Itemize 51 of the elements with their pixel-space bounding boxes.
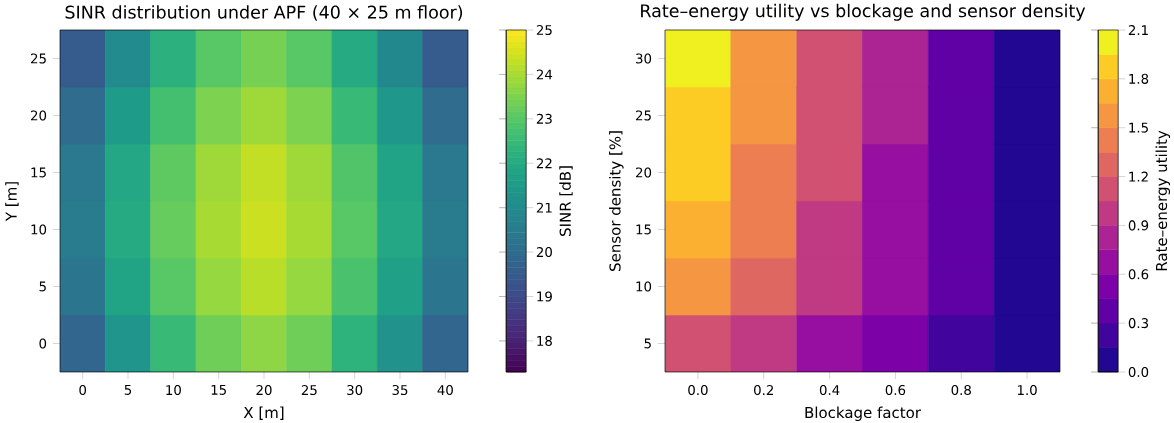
y-tick-label: 20 (636, 167, 652, 178)
x-tick-label: 25 (301, 384, 317, 396)
x-tick-label: 0.8 (951, 384, 971, 396)
y-axis-title: Sensor density [%] (609, 131, 624, 271)
color-bar-label: 0.3 (1128, 318, 1149, 329)
color-bar-label: 24 (536, 69, 553, 80)
x-tick-label: 5 (124, 384, 132, 395)
y-tick-label: 25 (636, 110, 651, 121)
color-bar-label: 19 (537, 291, 552, 302)
y-tick-label: 0 (39, 338, 47, 349)
x-tick-label: 10 (166, 384, 181, 396)
x-tick-label: 15 (211, 384, 226, 395)
y-tick-label: 10 (636, 281, 652, 292)
x-tick-label: 20 (256, 384, 272, 396)
color-bar-label: 0.6 (1128, 269, 1149, 280)
x-tick-label: 0.6 (885, 384, 906, 396)
x-axis-title: X [m] (243, 406, 284, 420)
y-axis-title: Y [m] (5, 182, 19, 222)
y-tick-label: 5 (644, 338, 651, 349)
color-bar-title: Rate–energy utility (1155, 130, 1171, 271)
color-bar-title: SINR [dB] (559, 166, 573, 236)
y-tick-label: 30 (636, 53, 652, 64)
color-bar-label: 18 (537, 335, 552, 346)
chart-title: SINR distribution under APF (40 × 25 m floor) (65, 5, 463, 21)
color-bar-label: 25 (536, 24, 552, 36)
x-tick-label: 0.4 (819, 384, 840, 396)
color-bar-label: 1.8 (1129, 73, 1149, 84)
color-bar-label: 1.2 (1129, 171, 1148, 182)
y-tick-label: 10 (31, 224, 47, 235)
color-bar-label: 23 (536, 113, 552, 124)
y-tick-label: 15 (31, 167, 46, 178)
chart-title: Rate–energy utility vs blockage and sensor density (641, 3, 1086, 21)
color-bar-label: 1.5 (1129, 122, 1148, 133)
y-tick-label: 20 (31, 110, 47, 121)
color-bar-label: 20 (536, 247, 552, 258)
x-tick-label: 35 (392, 384, 408, 396)
x-axis-title: Blockage factor (805, 406, 921, 422)
x-tick-label: 1.0 (1017, 384, 1037, 396)
y-tick-label: 5 (39, 281, 46, 292)
color-bar-label: 22 (536, 158, 552, 169)
color-bar-label: 21 (536, 202, 552, 213)
color-bar-label: 2.1 (1128, 25, 1148, 35)
color-bar-label: 0.0 (1128, 366, 1149, 378)
x-tick-label: 30 (347, 384, 363, 396)
x-tick-label: 0.2 (754, 384, 773, 396)
y-tick-label: 25 (31, 53, 46, 64)
x-tick-label: 0 (79, 384, 87, 396)
x-tick-label: 40 (437, 384, 453, 396)
y-tick-label: 15 (636, 224, 651, 235)
x-tick-label: 0.0 (688, 384, 708, 396)
color-bar-label: 0.9 (1128, 220, 1149, 231)
